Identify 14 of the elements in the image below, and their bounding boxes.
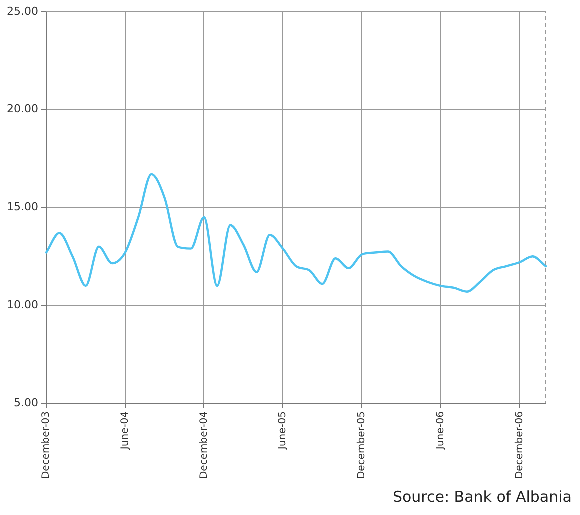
y-tick-label: 10.00 [6, 298, 38, 312]
y-tick-label: 25.00 [6, 4, 38, 18]
y-tick-label: 5.00 [14, 396, 38, 410]
line-series [45, 173, 548, 293]
y-tick-label: 20.00 [6, 102, 38, 116]
x-tick-label: June-06 [435, 411, 446, 451]
x-tick-label: December-03 [41, 411, 52, 480]
y-tick-label: 15.00 [6, 200, 38, 214]
source-note: Source: Bank of Albania [392, 488, 572, 506]
x-tick-label: December-05 [356, 411, 368, 480]
x-tick-label: December-04 [198, 411, 210, 480]
x-tick-label: June-05 [278, 411, 289, 451]
x-tick-label: June-04 [120, 411, 131, 451]
x-tick-label: December-06 [514, 411, 526, 480]
